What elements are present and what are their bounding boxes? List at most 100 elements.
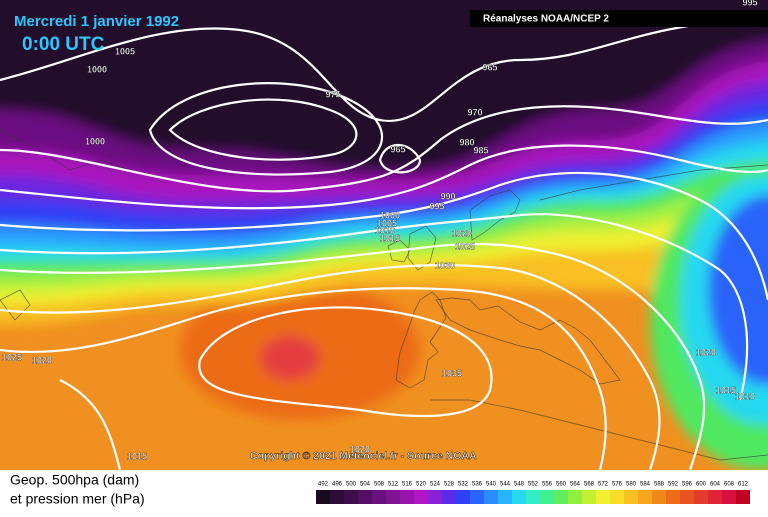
- isobar-label: 1015: [380, 233, 400, 243]
- scale-label: 580: [626, 482, 637, 488]
- scale-swatch: [596, 490, 610, 504]
- scale-label: 548: [514, 482, 525, 488]
- coastlines: [0, 129, 768, 461]
- scale-label: 608: [724, 482, 735, 488]
- scale-label: 576: [612, 482, 623, 488]
- scale-label: 528: [444, 482, 455, 488]
- scale-label: 544: [500, 482, 511, 488]
- scale-swatch: [456, 490, 470, 504]
- scale-label: 568: [584, 482, 595, 488]
- footer-line1: Geop. 500hpa (dam): [10, 472, 139, 488]
- scale-label: 596: [682, 482, 693, 488]
- isobar-label: 1000: [85, 136, 105, 146]
- scale-label: 532: [458, 482, 469, 488]
- isobar-label: 1010: [375, 225, 395, 235]
- scale-label: 536: [472, 482, 483, 488]
- scale-label: 492: [318, 482, 329, 488]
- scale-label: 572: [598, 482, 609, 488]
- scale-swatch: [722, 490, 736, 504]
- isobar-label: 965: [482, 62, 497, 72]
- scale-label: 496: [332, 482, 343, 488]
- scale-label: 556: [542, 482, 553, 488]
- scale-swatch: [610, 490, 624, 504]
- date: Mercredi 1 janvier 1992: [14, 13, 179, 30]
- scale-label: 516: [402, 482, 413, 488]
- isobar-label: 1020: [350, 444, 370, 454]
- isobar-label: 1020: [696, 347, 716, 357]
- scale-label: 588: [654, 482, 665, 488]
- scale-swatch: [708, 490, 722, 504]
- scale-label: 504: [360, 482, 371, 488]
- isobar-label: 1005: [377, 218, 397, 228]
- scale-label: 540: [486, 482, 497, 488]
- scale-swatch: [470, 490, 484, 504]
- scale-label: 604: [710, 482, 721, 488]
- scale-swatch: [568, 490, 582, 504]
- isobar-label: 1020: [32, 355, 52, 365]
- scale-swatch: [582, 490, 596, 504]
- scale-swatch: [512, 490, 526, 504]
- isobar-label: 1035: [442, 368, 462, 378]
- isobar-label: 970: [467, 107, 482, 117]
- copyright: Copyright © 2021 Meteociel.fr - Source N…: [250, 450, 477, 462]
- scale-swatch: [624, 490, 638, 504]
- isobar-label: 1005: [115, 46, 135, 56]
- isobar-label: 1015: [127, 451, 147, 461]
- isobar-label: 995: [429, 201, 444, 211]
- isobar-label: 980: [459, 137, 474, 147]
- scale-swatch: [386, 490, 400, 504]
- isobar-label: 985: [473, 145, 488, 155]
- scale-swatch: [526, 490, 540, 504]
- isobar-label: 965: [390, 144, 405, 154]
- scale-swatch: [344, 490, 358, 504]
- scale-swatch: [442, 490, 456, 504]
- isobar-label: 1025: [2, 352, 22, 362]
- scale-swatch: [652, 490, 666, 504]
- isobar-label: 1010: [735, 391, 755, 401]
- scale-swatch: [666, 490, 680, 504]
- scale-swatch: [540, 490, 554, 504]
- scale-label: 508: [374, 482, 385, 488]
- scale-swatch: [372, 490, 386, 504]
- time: 0:00 UTC: [22, 34, 105, 55]
- field-band: [0, 0, 768, 170]
- isobar-label: 1025: [455, 241, 475, 251]
- isobar-label: 975: [325, 89, 340, 99]
- scale-swatch: [358, 490, 372, 504]
- scale-swatch: [680, 490, 694, 504]
- scale-swatch: [330, 490, 344, 504]
- scale-label: 512: [388, 482, 399, 488]
- isobar-label: 1000: [87, 64, 107, 74]
- scale-label: 564: [570, 482, 581, 488]
- scale-swatch: [316, 490, 330, 504]
- cold-trough: [708, 195, 768, 385]
- scale-label: 524: [430, 482, 441, 488]
- isobar-labels: 1000100597596597010009659809859909951000…: [2, 0, 758, 462]
- scale-label: 600: [696, 482, 707, 488]
- scale-label: 560: [556, 482, 567, 488]
- scale-label: 520: [416, 482, 427, 488]
- scale-label: 500: [346, 482, 357, 488]
- isobar-label: 1000: [380, 210, 400, 220]
- isobar-label: 1030: [435, 260, 455, 270]
- isobars: [0, 18, 768, 470]
- scale-swatch: [694, 490, 708, 504]
- scale-swatch: [414, 490, 428, 504]
- source: Réanalyses NOAA/NCEP 2: [483, 14, 609, 25]
- scale-label: 592: [668, 482, 679, 488]
- scale-swatch: [428, 490, 442, 504]
- isobar-label: 1015: [716, 385, 736, 395]
- warm-core: [260, 336, 320, 380]
- source-banner: [470, 10, 768, 27]
- footer-line2: et pression mer (hPa): [10, 491, 145, 507]
- scale-label: 552: [528, 482, 539, 488]
- scale-swatch: [554, 490, 568, 504]
- scale-swatch: [400, 490, 414, 504]
- isobar-label: 995: [742, 0, 757, 7]
- scale-swatch: [484, 490, 498, 504]
- scale-swatch: [498, 490, 512, 504]
- scale-swatch: [736, 490, 750, 504]
- isobar-label: 1020: [452, 228, 472, 238]
- isobar-label: 990: [440, 191, 455, 201]
